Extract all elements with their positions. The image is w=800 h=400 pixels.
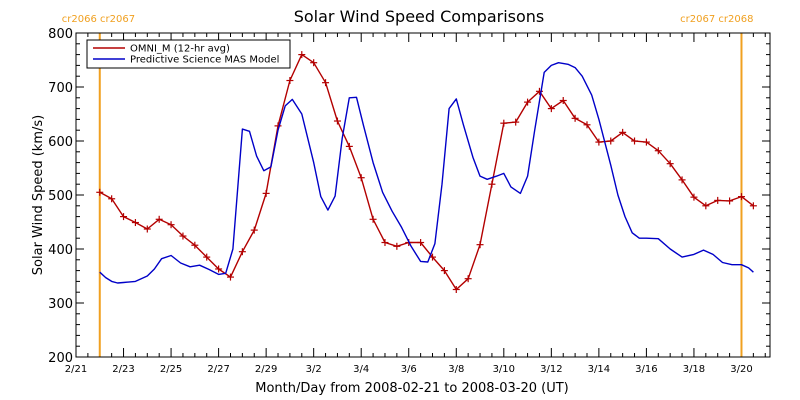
x-tick-label: 2/21 — [65, 364, 87, 375]
data-point — [500, 119, 508, 127]
legend-label: OMNI_M (12-hr avg) — [130, 44, 230, 55]
data-point — [298, 51, 306, 59]
legend: OMNI_M (12-hr avg)Predictive Science MAS… — [86, 39, 291, 69]
x-tick-label: 3/6 — [401, 364, 417, 375]
data-point — [524, 98, 532, 106]
chart-title: Solar Wind Speed Comparisons — [294, 7, 545, 26]
data-point — [631, 137, 639, 145]
data-point — [203, 253, 211, 261]
data-point — [464, 275, 472, 283]
data-point — [333, 117, 341, 125]
data-point — [452, 286, 460, 293]
data-point — [642, 138, 650, 146]
data-point — [559, 97, 567, 104]
x-tick-label: 3/10 — [493, 364, 515, 375]
data-point — [571, 114, 579, 122]
y-tick-label: 700 — [48, 81, 73, 96]
y-tick-label: 800 — [48, 27, 73, 42]
x-tick-label: 2/27 — [207, 364, 229, 375]
data-point — [417, 239, 425, 247]
data-point — [381, 239, 389, 247]
y-tick-label: 400 — [48, 243, 73, 258]
legend-box — [86, 39, 291, 69]
data-point — [607, 137, 615, 145]
y-tick-label: 500 — [48, 189, 73, 204]
x-tick-label: 2/23 — [112, 364, 134, 375]
data-point — [96, 188, 104, 196]
data-point — [345, 142, 353, 150]
data-point — [512, 118, 520, 126]
x-tick-label: 3/12 — [540, 364, 562, 375]
y-axis-title: Solar Wind Speed (km/s) — [31, 115, 46, 275]
data-point — [702, 202, 710, 210]
data-point — [357, 174, 365, 182]
data-point — [749, 202, 757, 210]
series-line-omni — [99, 53, 754, 291]
data-point — [226, 273, 234, 281]
data-point — [737, 193, 745, 201]
data-point — [583, 121, 591, 129]
x-tick-label: 2/29 — [255, 364, 277, 375]
data-point — [108, 195, 116, 203]
data-point — [690, 193, 698, 201]
carrington-rotation-label: cr2067 cr2068 — [680, 14, 753, 25]
data-point — [250, 226, 258, 234]
data-point — [322, 79, 330, 87]
data-point — [666, 160, 674, 168]
data-point — [393, 242, 401, 250]
y-tick-label: 600 — [48, 135, 73, 150]
carrington-rotation-label: cr2066 cr2067 — [62, 14, 135, 25]
data-point — [726, 197, 734, 205]
x-tick-label: 3/8 — [448, 364, 464, 375]
x-tick-label: 3/16 — [635, 364, 657, 375]
data-point — [167, 221, 175, 229]
data-point — [238, 248, 246, 256]
data-point — [120, 213, 128, 221]
data-point — [143, 225, 151, 233]
series-line-mas-model — [99, 62, 754, 284]
legend-label: Predictive Science MAS Model — [130, 55, 279, 66]
y-tick-label: 300 — [48, 297, 73, 312]
data-point — [179, 232, 187, 240]
data-point — [678, 176, 686, 184]
x-tick-label: 3/18 — [683, 364, 705, 375]
x-axis-title: Month/Day from 2008-02-21 to 2008-03-20 … — [255, 381, 568, 396]
data-point — [155, 215, 163, 223]
data-point — [262, 189, 270, 197]
x-tick-label: 3/4 — [353, 364, 369, 375]
data-point — [131, 219, 139, 227]
data-point — [595, 138, 603, 146]
data-point — [286, 77, 294, 85]
data-point — [369, 215, 377, 223]
data-point — [488, 180, 496, 188]
data-point — [440, 267, 448, 275]
data-point — [310, 59, 318, 67]
data-point — [619, 128, 627, 136]
plot-frame — [75, 32, 771, 358]
data-point — [476, 241, 484, 249]
y-tick-label: 200 — [48, 351, 73, 366]
data-point — [714, 196, 722, 204]
data-point — [547, 105, 555, 113]
x-tick-label: 3/14 — [588, 364, 610, 375]
data-point — [191, 241, 199, 249]
x-tick-label: 2/25 — [160, 364, 182, 375]
data-point — [215, 265, 223, 273]
x-tick-label: 3/20 — [730, 364, 752, 375]
data-point — [654, 147, 662, 155]
x-tick-label: 3/2 — [306, 364, 322, 375]
